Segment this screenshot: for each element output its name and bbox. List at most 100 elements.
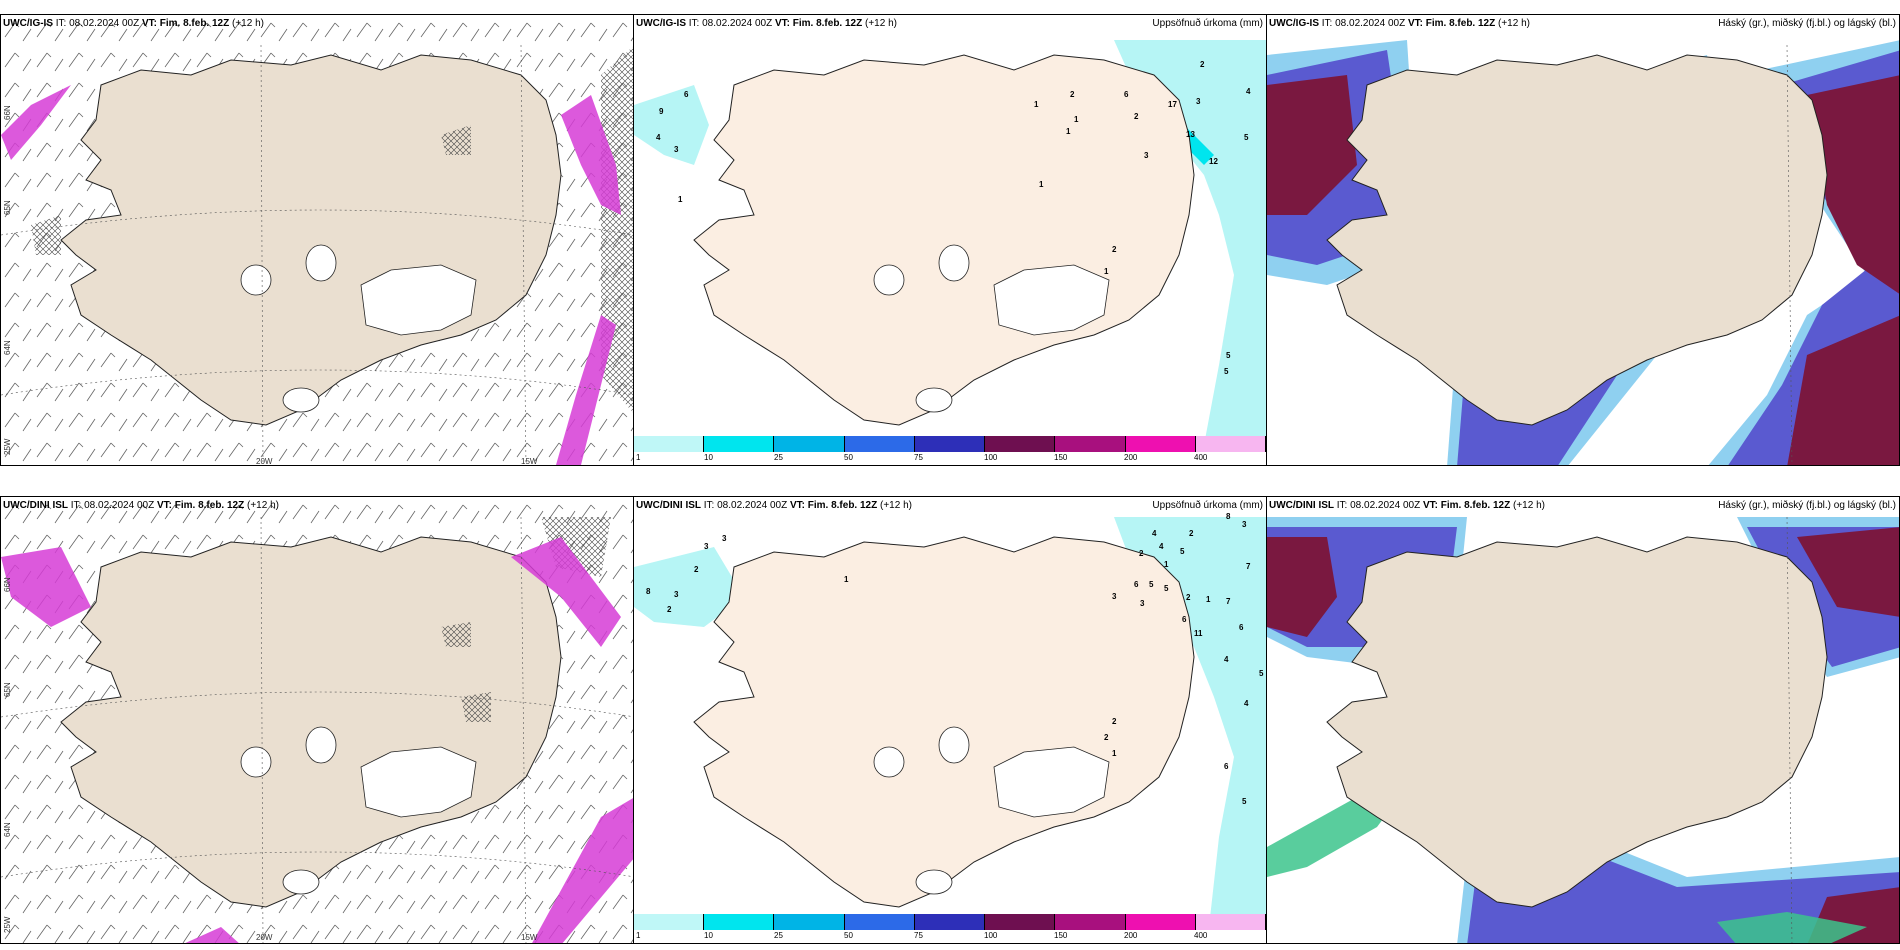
grid-label-25w: 25W <box>3 916 12 933</box>
precip-value: 4 <box>1224 655 1229 664</box>
precip-areas <box>634 40 1266 445</box>
cloud-map <box>1267 516 1899 943</box>
panel-header: UWC/DINI ISL IT: 08.02.2024 00Z VT: Fim.… <box>636 500 912 511</box>
colorbar-swatch <box>774 914 845 930</box>
colorbar-label: 150 <box>1054 453 1068 462</box>
cloud-high <box>1267 75 1899 465</box>
iceland-land <box>60 536 562 908</box>
panel-title-right: Háský (gr.), miðský (fj.bl.) og lágský (… <box>1718 18 1896 29</box>
precip-value: 12 <box>1209 157 1218 166</box>
wind-pink-streaks <box>1 85 621 465</box>
precip-value: 5 <box>1259 669 1264 678</box>
precip-value: 5 <box>1242 797 1247 806</box>
colorbar-swatch <box>914 914 986 930</box>
precip-value: 4 <box>1246 87 1251 96</box>
precip-map <box>634 517 1266 927</box>
iceland-land <box>693 536 1195 908</box>
precip-value: 4 <box>656 133 661 142</box>
precip-value: 1 <box>1164 560 1169 569</box>
colorbar-label: 10 <box>704 931 713 940</box>
panel-title-right: Háský (gr.), miðský (fj.bl.) og lágský (… <box>1718 500 1896 511</box>
colorbar-label: 75 <box>914 453 923 462</box>
cloud-map <box>1267 40 1899 465</box>
colorbar-swatch <box>1055 914 1126 930</box>
precip-value: 13 <box>1186 130 1195 139</box>
grid-label-64n: 64N <box>3 822 12 837</box>
iceland-land <box>1326 54 1828 426</box>
colorbar-label: 25 <box>774 931 783 940</box>
colorbar-swatch <box>985 436 1056 452</box>
grid-label-15w: 15W <box>521 457 538 466</box>
map-panel-clouds-ig: UWC/IG-IS IT: 08.02.2024 00Z VT: Fim. 8.… <box>1266 14 1900 466</box>
precip-value: 3 <box>1112 592 1117 601</box>
precip-value: 2 <box>1104 733 1109 742</box>
colorbar-label: 400 <box>1194 453 1208 462</box>
precip-value: 2 <box>1139 549 1144 558</box>
precip-value: 3 <box>674 145 679 154</box>
colorbar-label: 400 <box>1194 931 1208 940</box>
wind-pink-streaks <box>1 537 633 943</box>
colorbar-swatch <box>985 914 1056 930</box>
precip-map <box>634 40 1266 445</box>
map-panel-precip-dini: UWC/DINI ISL IT: 08.02.2024 00Z VT: Fim.… <box>633 496 1267 944</box>
colorbar-swatch <box>1055 436 1126 452</box>
glaciers <box>240 244 477 413</box>
colorbar-label: 25 <box>774 453 783 462</box>
iceland-land <box>1326 536 1828 908</box>
precip-value: 3 <box>722 534 727 543</box>
precip-value: 3 <box>674 590 679 599</box>
precip-value: 7 <box>1226 597 1231 606</box>
graticule <box>1 44 633 465</box>
panel-header: UWC/DINI ISL IT: 08.02.2024 00Z VT: Fim.… <box>3 500 279 511</box>
colorbar-label: 75 <box>914 931 923 940</box>
colorbar-label: 150 <box>1054 931 1068 940</box>
panel-header: UWC/IG-IS IT: 08.02.2024 00Z VT: Fim. 8.… <box>1269 18 1530 29</box>
wind-map <box>1 497 633 943</box>
colorbar-label: 1 <box>636 931 641 940</box>
colorbar-swatch <box>704 914 775 930</box>
grid-label-64n: 64N <box>3 340 12 355</box>
colorbar-labels: 1 10 25 50 75 100 150 200 400 <box>634 453 1266 464</box>
precip-value: 6 <box>1182 615 1187 624</box>
precip-value: 1 <box>1206 595 1211 604</box>
precip-value: 1 <box>1112 749 1117 758</box>
panel-header: UWC/DINI ISL IT: 08.02.2024 00Z VT: Fim.… <box>1269 500 1545 511</box>
precip-value: 4 <box>1152 529 1157 538</box>
panel-header: UWC/IG-IS IT: 08.02.2024 00Z VT: Fim. 8.… <box>3 18 264 29</box>
precip-value: 5 <box>1244 133 1249 142</box>
precip-value: 11 <box>1194 629 1203 638</box>
grid-label-15w: 15W <box>521 933 538 942</box>
colorbar-labels: 1 10 25 50 75 100 150 200 400 <box>634 931 1266 942</box>
graticule <box>1786 44 1793 465</box>
colorbar-label: 1 <box>636 453 641 462</box>
precip-value: 1 <box>1066 127 1071 136</box>
grid-label-65n: 65N <box>3 200 12 215</box>
precip-value: 2 <box>1134 112 1139 121</box>
precip-value: 6 <box>1124 90 1129 99</box>
precip-value: 1 <box>1039 180 1044 189</box>
map-panel-wind-ig: UWC/IG-IS IT: 08.02.2024 00Z VT: Fim. 8.… <box>0 14 634 466</box>
precip-value: 2 <box>1112 717 1117 726</box>
graticule <box>1 516 633 943</box>
precip-colorbar <box>634 436 1266 452</box>
precip-value: 5 <box>1149 580 1154 589</box>
precip-value: 2 <box>1070 90 1075 99</box>
precip-value: 9 <box>659 107 664 116</box>
map-panel-wind-dini: UWC/DINI ISL IT: 08.02.2024 00Z VT: Fim.… <box>0 496 634 944</box>
colorbar-swatch <box>1195 914 1266 930</box>
precip-value: 5 <box>1224 367 1229 376</box>
grid-label-20w: 20W <box>256 933 273 942</box>
precip-value: 2 <box>694 565 699 574</box>
precip-value: 3 <box>1144 151 1149 160</box>
colorbar-swatch <box>844 914 915 930</box>
cloud-high <box>1267 527 1899 943</box>
precip-value: 2 <box>1189 529 1194 538</box>
glaciers <box>873 726 1110 895</box>
colorbar-label: 100 <box>984 453 998 462</box>
grid-label-66n: 66N <box>3 105 12 120</box>
precip-value: 1 <box>678 195 683 204</box>
colorbar-label: 100 <box>984 931 998 940</box>
colorbar-swatch <box>634 436 705 452</box>
precip-value: 8 <box>646 587 651 596</box>
colorbar-swatch <box>704 436 775 452</box>
